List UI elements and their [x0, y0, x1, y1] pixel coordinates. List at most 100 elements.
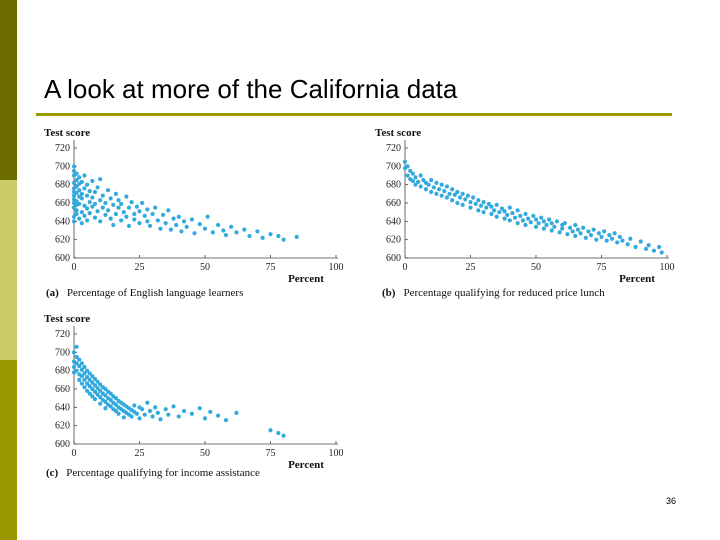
scatter-point — [147, 223, 153, 229]
scatter-point — [87, 188, 92, 194]
scatter-point — [457, 195, 463, 200]
scatter-point — [565, 232, 570, 237]
scatter-point — [499, 206, 505, 211]
x-tick-label: 75 — [266, 262, 276, 273]
scatter-point — [158, 226, 163, 231]
scatter-point — [520, 218, 525, 223]
scatter-point — [160, 212, 166, 218]
scatter-point — [108, 196, 113, 201]
scatter-point — [505, 212, 510, 218]
scatter-point — [612, 231, 617, 236]
scatter-point — [85, 182, 90, 187]
scatter-point — [158, 417, 163, 422]
scatter-point — [643, 246, 649, 251]
scatter-point — [221, 228, 226, 233]
scatter-point — [87, 384, 92, 389]
scatter-point — [113, 396, 119, 401]
scatter-point — [497, 210, 502, 215]
scatter-point — [82, 203, 87, 208]
scatter-point — [268, 428, 273, 433]
scatter-point — [604, 238, 609, 243]
scatter-point — [147, 408, 153, 414]
sidebar-segment-middle — [0, 180, 17, 360]
scatter-point — [95, 209, 100, 214]
scatter-point — [510, 210, 515, 216]
scatter-point — [439, 182, 444, 187]
scatter-point — [547, 217, 552, 222]
scatter-point — [617, 234, 622, 240]
y-tick-label: 680 — [386, 180, 401, 191]
scatter-point — [129, 414, 134, 419]
scatter-point — [153, 205, 158, 210]
scatter-point — [557, 230, 562, 235]
scatter-point — [418, 184, 423, 189]
scatter-point — [570, 229, 575, 234]
scatter-point — [181, 219, 187, 224]
scatter-point — [153, 405, 158, 410]
scatter-point — [108, 391, 113, 396]
scatter-point — [646, 243, 651, 248]
scatter-point — [434, 180, 439, 185]
scatter-point — [476, 198, 481, 203]
scatter-point — [465, 193, 470, 198]
scatter-point — [494, 214, 499, 219]
scatter-point — [90, 195, 95, 200]
scatter-point — [155, 410, 160, 415]
x-tick-label: 50 — [200, 448, 210, 459]
scatter-point — [150, 414, 155, 419]
scatter-point — [129, 199, 134, 205]
scatter-point — [533, 217, 539, 222]
scatter-point — [140, 407, 145, 412]
scatter-point — [90, 386, 95, 392]
scatter-point — [489, 211, 494, 217]
x-tick-label: 100 — [329, 448, 344, 459]
scatter-point — [124, 194, 129, 199]
scatter-point — [103, 393, 108, 398]
scatter-point — [145, 207, 150, 212]
scatter-chart-b: Test score 600 620 640 660 680 700 720 0 25 50 75 10… — [367, 126, 677, 286]
scatter-point — [455, 200, 460, 206]
scatter-point — [442, 188, 447, 194]
scatter-point — [223, 418, 229, 423]
scatter-point — [87, 371, 92, 376]
scatter-point — [541, 226, 546, 231]
scatter-point — [111, 222, 116, 228]
scatter-point — [410, 171, 415, 176]
scatter-point — [179, 229, 184, 234]
scatter-point — [463, 197, 468, 202]
scatter-point — [105, 208, 111, 213]
scatter-point — [98, 395, 103, 400]
scatter-point — [620, 238, 625, 243]
scatter-point — [578, 231, 583, 236]
scatter-point — [536, 221, 541, 226]
scatter-point — [98, 177, 103, 182]
scatter-point — [573, 233, 578, 239]
scatter-point — [137, 209, 142, 214]
scatter-point — [77, 201, 82, 207]
scatter-point — [121, 415, 126, 420]
scatter-point — [92, 376, 98, 382]
scatter-point — [410, 178, 415, 184]
scatter-point — [71, 219, 77, 224]
scatter-point — [210, 230, 215, 235]
caption-b: (b) Percentage qualifying for reduced pri… — [382, 287, 605, 299]
scatter-point — [71, 350, 77, 355]
scatter-point — [79, 210, 84, 215]
y-tick-label: 660 — [386, 198, 401, 209]
scatter-point — [121, 210, 126, 215]
scatter-point — [92, 215, 98, 220]
scatter-point — [113, 408, 119, 414]
scatter-point — [95, 379, 100, 384]
y-tick-label: 660 — [55, 384, 70, 395]
scatter-point — [92, 383, 98, 388]
scatter-point — [126, 205, 132, 210]
scatter-point — [481, 199, 486, 205]
sidebar-segment-top — [0, 0, 17, 180]
scatter-point — [507, 205, 512, 210]
scatter-point — [276, 233, 281, 239]
scatter-point — [255, 229, 260, 234]
y-tick-label: 640 — [55, 402, 70, 413]
scatter-point — [82, 173, 87, 178]
scatter-point — [544, 222, 549, 228]
scatter-point — [515, 208, 520, 213]
